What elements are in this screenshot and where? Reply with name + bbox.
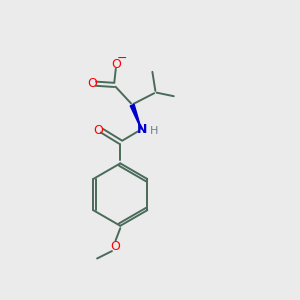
Text: H: H — [149, 126, 158, 136]
Polygon shape — [130, 104, 141, 130]
Text: O: O — [93, 124, 103, 136]
Text: O: O — [111, 58, 121, 70]
Text: O: O — [87, 77, 97, 90]
Text: −: − — [117, 52, 128, 65]
Text: O: O — [110, 239, 120, 253]
Text: N: N — [136, 123, 147, 136]
